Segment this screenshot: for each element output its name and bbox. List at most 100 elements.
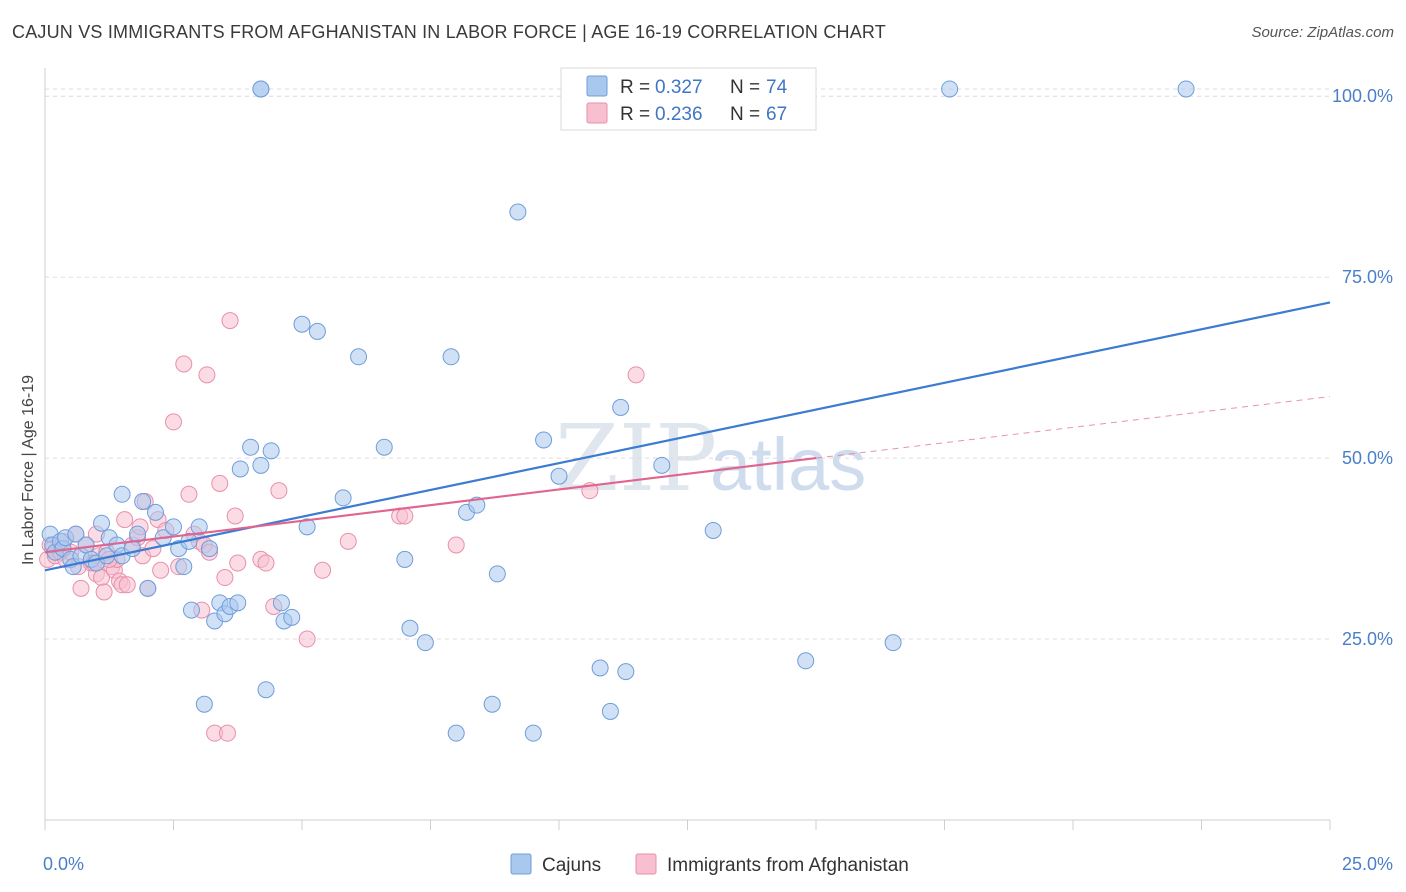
cajun-point-45 <box>283 608 301 626</box>
afghan-point-16 <box>95 583 113 601</box>
cajun-point-20 <box>129 525 147 543</box>
afghan-point-61 <box>627 366 645 384</box>
cajun-point-67 <box>612 398 630 416</box>
cajun-point-10 <box>77 536 95 554</box>
afghan-point-55 <box>314 561 332 579</box>
afghan-point-35 <box>175 355 193 373</box>
cajun-point-70 <box>704 521 722 539</box>
axes <box>44 68 1331 830</box>
cajun-point-48 <box>308 322 326 340</box>
cajun-point-32 <box>200 540 218 558</box>
bottom-legend-label-cajun: Cajuns <box>542 855 601 876</box>
x-tick-label-0: 0.0% <box>43 854 84 874</box>
cajun-point-50 <box>350 348 368 366</box>
afghan-point-36 <box>180 485 198 503</box>
legend-n-label-afghan: N = <box>730 104 760 125</box>
cajun-trend-line <box>44 301 1331 572</box>
legend-r-value-afghan: 0.236 <box>655 104 703 125</box>
cajun-point-8 <box>67 525 85 543</box>
cajun-point-25 <box>165 518 182 536</box>
afghan-point-46 <box>218 724 236 742</box>
cajun-point-63 <box>535 431 553 449</box>
legend-r-label-afghan: R = <box>620 104 650 125</box>
cajun-point-61 <box>509 203 527 221</box>
cajun-point-42 <box>262 442 280 460</box>
afghan-point-32 <box>152 561 170 579</box>
afghan-point-33 <box>165 413 182 431</box>
cajun-point-13 <box>93 514 111 532</box>
series-cajun-points <box>41 80 1195 742</box>
cajun-point-69 <box>653 456 671 474</box>
legend-swatch-afghan <box>586 102 608 124</box>
top-legend: R = 0.327 N = 74 R = 0.236 N = 67 <box>560 67 817 131</box>
cajun-point-23 <box>147 503 165 521</box>
afghan-point-56 <box>339 532 357 550</box>
afghan-point-53 <box>270 482 288 500</box>
cajun-point-39 <box>242 438 260 456</box>
cajun-point-71 <box>797 652 815 670</box>
afghan-point-59 <box>447 536 465 554</box>
cajun-point-49 <box>334 489 352 507</box>
legend-swatch-cajun <box>586 75 608 97</box>
legend-n-value-cajun: 74 <box>766 77 788 98</box>
afghan-point-54 <box>298 630 316 648</box>
cajun-point-27 <box>175 558 193 576</box>
cajun-point-51 <box>375 438 393 456</box>
cajun-point-47 <box>298 518 316 536</box>
cajun-point-46 <box>293 315 311 333</box>
y-tick-label-2: 75.0% <box>1342 267 1393 287</box>
cajun-point-58 <box>468 496 486 514</box>
afghan-point-44 <box>211 474 229 492</box>
chart-title: CAJUN VS IMMIGRANTS FROM AFGHANISTAN IN … <box>12 22 887 42</box>
bottom-legend-label-afghan: Immigrants from Afghanistan <box>667 855 909 876</box>
y-tick-label-0: 25.0% <box>1342 629 1393 649</box>
cajun-point-52 <box>396 550 414 568</box>
watermark-atlas: atlas <box>710 423 866 506</box>
x-tick-label-1: 25.0% <box>1342 854 1393 874</box>
afghan-point-58 <box>396 507 414 525</box>
cajun-point-37 <box>229 594 247 612</box>
legend-r-value-cajun: 0.327 <box>655 77 703 98</box>
cajun-point-72 <box>884 634 902 652</box>
cajun-point-21 <box>134 493 152 511</box>
cajun-point-60 <box>488 565 506 583</box>
cajun-point-65 <box>591 659 609 677</box>
cajun-point-30 <box>190 518 208 536</box>
afghan-point-10 <box>72 579 90 597</box>
afghan-point-47 <box>221 312 239 330</box>
cajun-point-40 <box>252 456 270 474</box>
cajun-point-22 <box>139 579 157 597</box>
cajun-point-43 <box>272 594 290 612</box>
cajun-point-54 <box>416 634 434 652</box>
series-afghan-points <box>39 312 645 742</box>
cajun-point-56 <box>447 724 465 742</box>
cajun-point-41 <box>257 681 275 699</box>
cajun-point-18 <box>113 485 131 503</box>
y-tick-label-3: 100.0% <box>1332 86 1393 106</box>
afghan-point-45 <box>216 569 234 587</box>
cajun-point-29 <box>182 601 200 619</box>
cajun-point-64 <box>550 467 568 485</box>
afghan-point-41 <box>198 366 216 384</box>
cajun-point-66 <box>601 702 619 720</box>
bottom-legend: Cajuns Immigrants from Afghanistan <box>510 853 909 876</box>
afghan-point-24 <box>118 576 136 594</box>
afghan-point-48 <box>226 507 244 525</box>
afghan-trend-line <box>44 457 817 554</box>
afghan-point-23 <box>116 511 134 529</box>
trend-lines <box>44 301 1331 572</box>
y-tick-labels: 25.0% 50.0% 75.0% 100.0% <box>1332 86 1393 649</box>
y-axis-label: In Labor Force | Age 16-19 <box>20 375 37 565</box>
cajun-point-76 <box>1177 80 1195 98</box>
cajun-point-53 <box>401 619 419 637</box>
legend-n-label-cajun: N = <box>730 77 760 98</box>
cajun-point-55 <box>442 348 460 366</box>
cajun-point-38 <box>231 460 249 478</box>
afghan-point-49 <box>229 554 247 572</box>
cajun-point-74 <box>252 80 270 98</box>
bottom-legend-swatch-afghan <box>635 853 657 875</box>
cajun-point-75 <box>941 80 959 98</box>
source-credit: Source: ZipAtlas.com <box>1251 24 1394 41</box>
legend-n-value-afghan: 67 <box>766 104 787 125</box>
